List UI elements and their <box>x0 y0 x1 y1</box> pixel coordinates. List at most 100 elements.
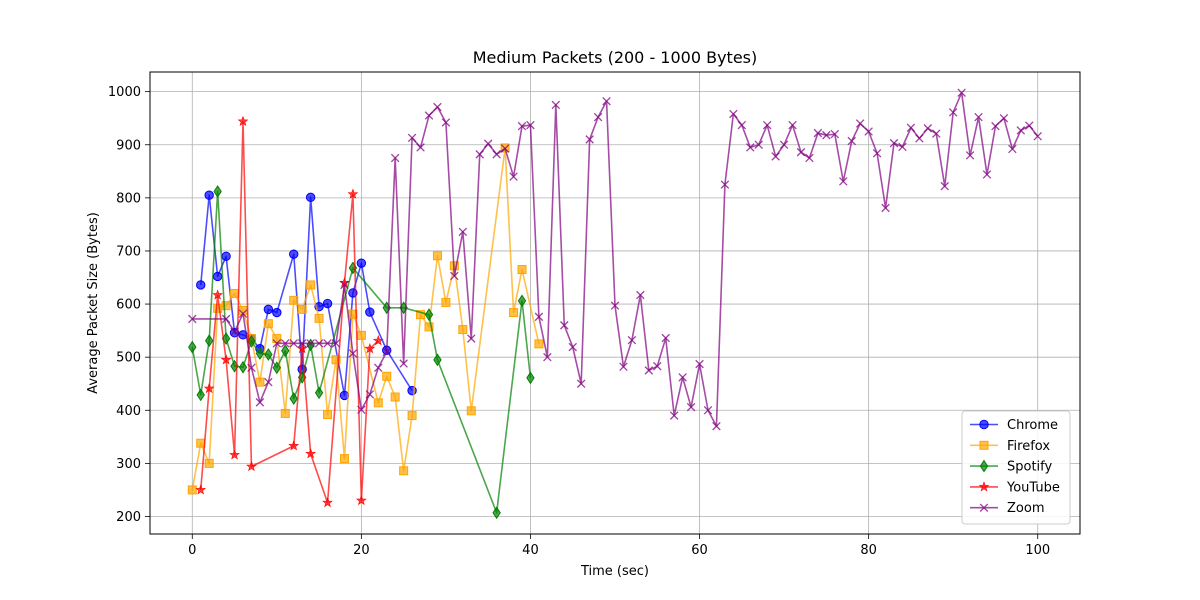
y-tick-label: 600 <box>116 298 141 313</box>
data-point-zoom <box>517 121 527 131</box>
y-tick-label: 500 <box>116 351 141 366</box>
data-point-spotify <box>196 388 205 402</box>
data-point-spotify <box>204 334 214 348</box>
legend-marker-zoom <box>979 503 989 512</box>
legend-label-youtube: YouTube <box>1006 480 1060 495</box>
legend-box <box>961 410 1071 525</box>
data-point-zoom <box>382 347 391 357</box>
data-point-zoom <box>1025 121 1034 130</box>
data-point-firefox <box>263 319 273 329</box>
y-tick-label: 200 <box>116 510 141 525</box>
legend-item-youtube: YouTube <box>970 480 1060 495</box>
data-point-zoom <box>526 120 535 130</box>
data-point-youtube <box>305 448 317 459</box>
data-point-chrome <box>204 190 214 200</box>
data-point-spotify <box>424 308 434 322</box>
data-point-firefox <box>509 308 519 318</box>
data-point-zoom <box>720 180 730 189</box>
data-point-zoom <box>424 111 434 120</box>
data-point-youtube <box>347 188 359 199</box>
data-point-spotify <box>289 392 298 405</box>
data-point-zoom <box>965 151 975 160</box>
data-point-zoom <box>712 421 721 431</box>
series-youtube <box>195 115 384 508</box>
data-point-spotify <box>272 361 282 375</box>
data-point-zoom <box>348 349 358 358</box>
data-point-zoom <box>940 181 949 191</box>
data-point-youtube <box>355 494 367 506</box>
data-point-zoom <box>644 366 654 375</box>
data-point-chrome <box>221 251 231 261</box>
data-point-firefox <box>255 377 265 387</box>
data-point-chrome <box>322 298 333 309</box>
y-tick-label: 700 <box>116 244 141 259</box>
data-point-youtube <box>288 440 300 451</box>
data-point-zoom <box>272 339 282 348</box>
legend-marker-firefox <box>979 440 989 450</box>
data-point-chrome <box>212 271 223 282</box>
data-point-firefox <box>390 392 400 402</box>
data-point-zoom <box>855 119 865 128</box>
data-point-firefox <box>314 313 324 323</box>
data-point-zoom <box>1033 131 1042 141</box>
legend-item-chrome: Chrome <box>970 418 1058 433</box>
data-point-spotify <box>264 348 273 361</box>
data-point-zoom <box>982 170 992 179</box>
data-point-zoom <box>898 142 907 152</box>
legend-label-chrome: Chrome <box>1007 418 1058 433</box>
data-point-zoom <box>974 112 983 122</box>
data-point-chrome <box>289 249 299 259</box>
data-point-zoom <box>467 334 476 343</box>
data-point-zoom <box>230 327 239 336</box>
data-point-zoom <box>297 339 307 348</box>
data-point-chrome <box>229 328 240 338</box>
data-point-zoom <box>399 359 408 368</box>
data-point-zoom <box>390 153 400 163</box>
data-point-zoom <box>847 136 856 146</box>
data-point-zoom <box>323 339 332 348</box>
x-tick-label: 0 <box>188 543 196 558</box>
data-point-zoom <box>813 128 823 138</box>
y-tick-label: 900 <box>116 138 141 153</box>
data-point-zoom <box>932 129 941 138</box>
data-point-zoom <box>500 144 510 153</box>
data-point-zoom <box>923 124 933 133</box>
data-point-zoom <box>450 271 459 281</box>
x-tick-label: 60 <box>691 543 708 558</box>
data-point-firefox <box>196 438 206 448</box>
legend-marker-youtube <box>978 481 990 492</box>
data-point-firefox <box>534 339 544 349</box>
data-point-zoom <box>458 227 468 237</box>
data-point-zoom <box>314 339 324 348</box>
legend-label-zoom: Zoom <box>1007 501 1044 516</box>
series-zoom <box>188 88 1042 431</box>
data-point-youtube <box>203 382 215 394</box>
data-point-spotify <box>433 353 442 367</box>
data-point-spotify <box>188 340 197 354</box>
data-point-zoom <box>771 152 780 161</box>
data-point-firefox <box>297 304 307 314</box>
data-point-firefox <box>306 280 316 290</box>
data-point-zoom <box>416 143 425 152</box>
x-tick-label: 100 <box>1025 543 1050 558</box>
data-point-zoom <box>357 405 366 414</box>
data-point-spotify <box>238 360 248 374</box>
data-point-zoom <box>610 301 620 310</box>
data-point-zoom <box>340 280 349 290</box>
data-point-zoom <box>839 177 848 186</box>
data-point-zoom <box>492 150 501 159</box>
data-point-zoom <box>534 312 544 322</box>
y-tick-label: 1000 <box>108 85 141 100</box>
data-point-zoom <box>991 121 1000 131</box>
x-tick-label: 20 <box>353 543 370 558</box>
data-point-zoom <box>602 96 611 106</box>
data-point-zoom <box>221 314 231 324</box>
data-point-zoom <box>703 406 713 415</box>
data-point-spotify <box>517 294 527 308</box>
legend-label-spotify: Spotify <box>1007 460 1053 475</box>
data-point-chrome <box>305 192 316 203</box>
data-point-youtube <box>237 115 249 126</box>
data-point-zoom <box>585 135 594 144</box>
data-point-zoom <box>1016 126 1026 135</box>
data-point-zoom <box>1008 144 1017 154</box>
